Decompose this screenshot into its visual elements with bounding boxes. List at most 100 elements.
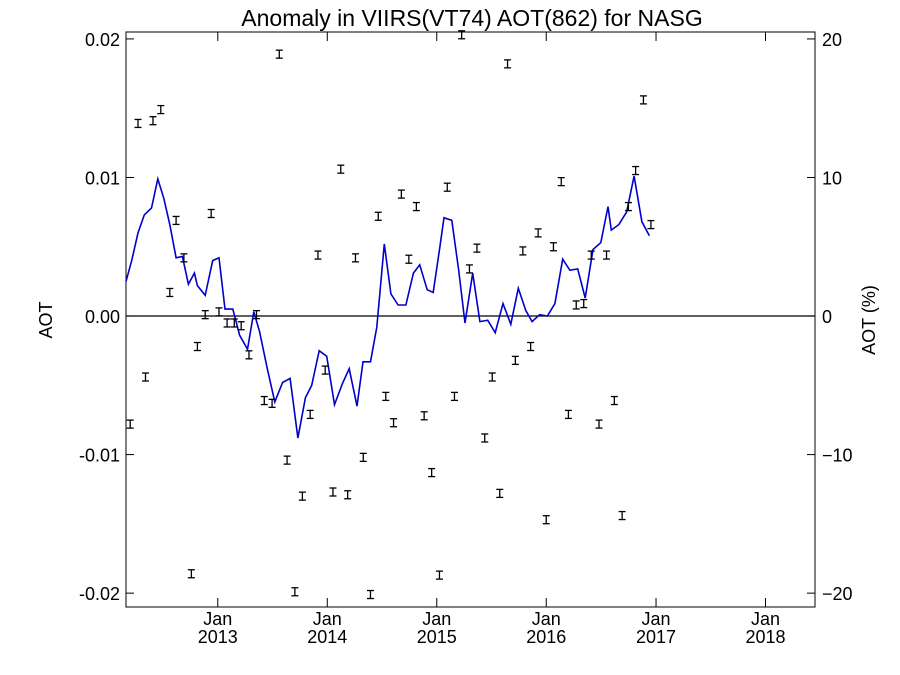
data-point xyxy=(215,307,223,317)
data-point xyxy=(268,398,276,408)
x-tick-year: 2016 xyxy=(526,627,566,647)
y-tick-label: 0.01 xyxy=(85,168,120,188)
data-point xyxy=(542,515,550,525)
data-point xyxy=(557,176,565,187)
data-point xyxy=(134,118,142,129)
data-point xyxy=(435,570,443,580)
data-point xyxy=(230,318,238,328)
data-point xyxy=(283,455,291,465)
y-axis-label: AOT xyxy=(36,301,56,338)
x-tick-month: Jan xyxy=(532,609,561,629)
data-point xyxy=(180,253,188,263)
y-tick-label: -0.02 xyxy=(79,584,120,604)
data-point xyxy=(580,298,588,309)
y2-axis-label: AOT (%) xyxy=(859,285,879,355)
anomaly-line xyxy=(125,175,651,439)
y2-tick-label: 0 xyxy=(822,307,832,327)
data-point xyxy=(260,395,268,406)
y-axis-left: 0.02 0.01 0.00 -0.01 -0.02 xyxy=(79,30,134,604)
data-point xyxy=(624,201,632,212)
data-point xyxy=(187,569,195,579)
y-tick-label: -0.01 xyxy=(79,446,120,466)
y2-tick-label: 20 xyxy=(822,30,842,50)
data-point xyxy=(351,253,359,263)
y-tick-label: 0.02 xyxy=(85,30,120,50)
x-tick-year: 2013 xyxy=(198,627,238,647)
x-tick-month: Jan xyxy=(642,609,671,629)
data-point xyxy=(420,411,428,421)
data-point xyxy=(237,321,245,331)
data-point xyxy=(587,250,595,260)
x-tick-year: 2014 xyxy=(307,627,347,647)
data-point xyxy=(450,391,458,402)
data-point xyxy=(488,372,496,382)
data-point xyxy=(496,488,504,499)
data-point xyxy=(481,433,489,443)
y-tick-label: 0.00 xyxy=(85,307,120,327)
y2-tick-label: −10 xyxy=(822,446,853,466)
data-point xyxy=(291,587,299,597)
x-tick-year: 2017 xyxy=(636,627,676,647)
data-point xyxy=(172,215,180,226)
data-point xyxy=(519,246,527,256)
data-point xyxy=(366,589,374,600)
data-point xyxy=(141,372,149,382)
y2-tick-label: 10 xyxy=(822,168,842,188)
data-point xyxy=(564,409,572,420)
data-point xyxy=(443,182,451,192)
x-tick-year: 2015 xyxy=(417,627,457,647)
data-point xyxy=(298,491,306,501)
data-point xyxy=(610,395,618,406)
data-point xyxy=(465,264,473,274)
data-point xyxy=(193,341,201,352)
data-point xyxy=(382,391,390,402)
data-point xyxy=(397,189,405,199)
data-point xyxy=(359,452,367,463)
data-point xyxy=(374,211,382,221)
data-point xyxy=(405,254,413,264)
data-point xyxy=(527,341,535,352)
data-point xyxy=(618,510,626,521)
data-point xyxy=(534,228,542,238)
data-point xyxy=(412,201,420,212)
x-tick-month: Jan xyxy=(422,609,451,629)
plot-frame xyxy=(125,31,816,608)
data-point xyxy=(321,365,329,375)
data-point xyxy=(252,310,260,320)
data-point xyxy=(603,250,611,260)
data-point xyxy=(458,30,466,40)
data-point xyxy=(329,487,337,497)
data-point xyxy=(639,95,647,105)
data-point xyxy=(245,350,253,360)
data-point xyxy=(275,49,283,59)
x-tick-year: 2018 xyxy=(745,627,785,647)
data-point xyxy=(306,409,314,420)
data-point xyxy=(149,116,157,126)
data-point xyxy=(647,219,655,230)
data-point xyxy=(166,287,174,298)
x-tick-month: Jan xyxy=(751,609,780,629)
data-point xyxy=(337,164,345,174)
data-point xyxy=(207,208,215,219)
anomaly-points xyxy=(126,30,655,600)
data-point xyxy=(504,59,512,69)
data-point xyxy=(595,419,603,429)
data-point xyxy=(511,355,519,366)
data-point xyxy=(549,242,557,252)
data-point xyxy=(428,467,436,478)
data-point xyxy=(126,419,134,429)
data-point xyxy=(201,310,209,320)
data-point xyxy=(390,418,398,428)
data-point xyxy=(473,243,481,253)
x-axis: Jan2013Jan2014Jan2015Jan2016Jan2017Jan20… xyxy=(198,32,786,647)
data-point xyxy=(157,104,165,115)
x-tick-month: Jan xyxy=(203,609,232,629)
chart-title: Anomaly in VIIRS(VT74) AOT(862) for NASG xyxy=(241,5,702,31)
x-tick-month: Jan xyxy=(313,609,342,629)
data-point xyxy=(223,318,231,328)
y2-tick-label: −20 xyxy=(822,584,853,604)
data-point xyxy=(632,165,640,176)
data-point xyxy=(572,300,580,310)
data-point xyxy=(344,490,352,500)
